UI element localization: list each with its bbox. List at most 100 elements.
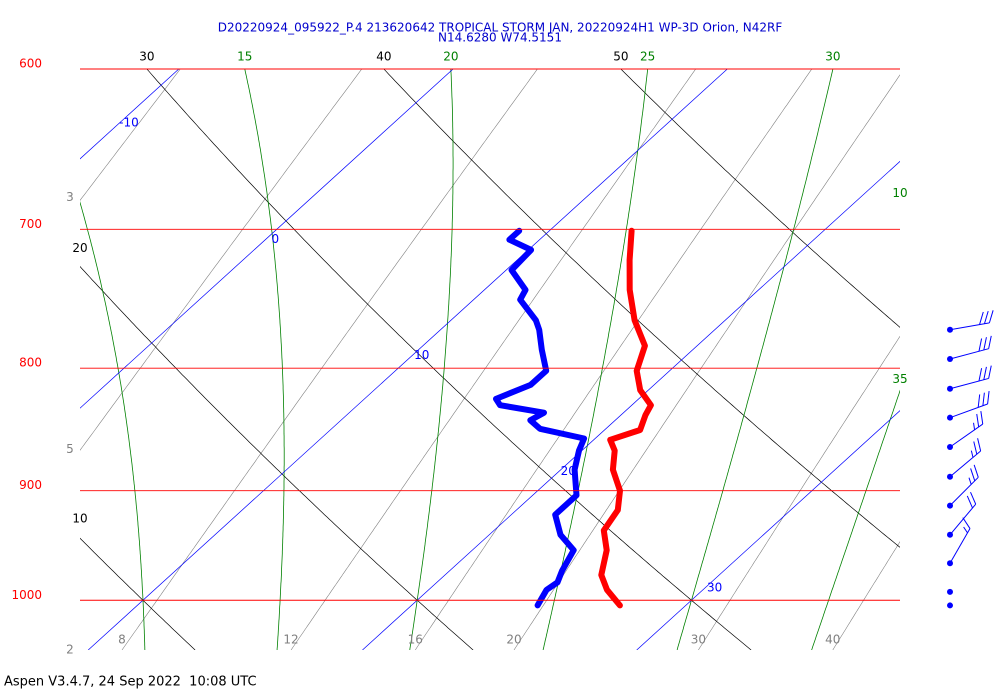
wind-barb-flag <box>970 491 977 505</box>
dry-adiabat-label: 10 <box>72 512 87 526</box>
dry-adiabat <box>383 69 900 548</box>
wind-barb-staff <box>949 377 989 390</box>
dry-adiabat <box>80 537 196 650</box>
moist-adiabat-label: 35 <box>892 372 907 386</box>
isobar-label: 1000 <box>11 588 42 602</box>
wind-barb <box>947 335 992 363</box>
chart-title: D20220924_095922_P.4 213620642 TROPICAL … <box>218 21 783 35</box>
moist-adiabat-label: 20 <box>443 50 458 64</box>
wind-barb-dot <box>947 588 953 595</box>
isotherm-label: 0 <box>272 232 280 246</box>
isotherm <box>636 410 900 650</box>
wind-barb-flag <box>982 392 985 406</box>
isotherm <box>362 160 900 650</box>
moist-adiabat <box>244 69 285 650</box>
wind-barb-flag <box>988 310 994 323</box>
moist-adiabat <box>676 69 834 650</box>
wind-barb <box>947 390 990 421</box>
mixing-ratio-label: 12 <box>283 633 298 647</box>
wind-barb-flag <box>977 438 982 452</box>
mixing-ratio-label: 20 <box>506 633 521 647</box>
dry-adiabat-label: 40 <box>376 50 391 64</box>
wind-barb-staff <box>949 348 989 360</box>
wind-barb-flag <box>976 413 980 428</box>
wind-barb-flag <box>983 366 987 380</box>
mixing-ratio-label: 16 <box>408 633 423 647</box>
isotherm <box>80 69 454 409</box>
wind-barb-flag <box>987 390 990 405</box>
moist-adiabat <box>811 389 900 650</box>
plot-area <box>80 69 900 650</box>
moist-adiabat-label: 25 <box>640 50 655 64</box>
isotherm-label: 30 <box>707 580 722 594</box>
wind-barb-flag <box>973 422 976 430</box>
wind-barb-staff <box>949 476 979 506</box>
wind-barb <box>947 588 953 595</box>
mixing-ratio-label: 3 <box>66 190 74 204</box>
wind-barb-staff <box>949 450 981 478</box>
wind-barb-flag <box>966 495 973 509</box>
wind-barb-flag <box>979 311 984 325</box>
mixing-ratio-line <box>121 69 538 650</box>
moist-adiabat <box>80 201 146 650</box>
dry-adiabat <box>146 69 752 650</box>
wind-barb-flag <box>970 450 974 458</box>
wind-barb-flag <box>978 338 983 352</box>
wind-barb-flag <box>978 368 983 382</box>
moist-adiabat-label: 15 <box>237 50 252 64</box>
isotherm-label: -10 <box>119 116 139 130</box>
profile-line <box>493 227 588 609</box>
wind-barb-staff <box>949 403 988 419</box>
wind-barb-flag <box>973 464 979 478</box>
isobar-label: 900 <box>19 478 42 492</box>
dry-adiabat-label: 20 <box>72 241 87 255</box>
dry-adiabat <box>620 69 900 328</box>
mixing-ratio-line <box>832 541 900 650</box>
wind-barb-flag <box>963 526 968 534</box>
mixing-ratio-line <box>513 74 900 650</box>
wind-barb-flag <box>983 337 987 351</box>
wind-barb-flag <box>968 477 972 485</box>
wind-barb <box>947 310 994 333</box>
mixing-ratio-label: 8 <box>118 633 126 647</box>
mixing-ratio-line <box>80 69 181 201</box>
mixing-ratio-line <box>290 69 696 650</box>
wind-barb <box>947 517 971 567</box>
dry-adiabat-label: 50 <box>613 50 628 64</box>
caption: Aspen V3.4.7, 24 Sep 2022 10:08 UTC <box>4 675 257 690</box>
wind-barb <box>947 411 984 451</box>
wind-barb-flag <box>962 517 971 529</box>
mixing-ratio-label: 5 <box>66 442 74 456</box>
wind-barb-flag <box>973 441 978 455</box>
wind-barb <box>947 365 992 392</box>
isotherm-label: 10 <box>414 348 429 362</box>
wind-barb-staff <box>949 322 990 331</box>
mixing-ratio-line <box>80 69 363 451</box>
wind-barb-staff <box>949 503 977 536</box>
mixing-ratio-label: 40 <box>825 633 840 647</box>
isobar-label: 600 <box>19 57 42 71</box>
wind-barb <box>947 464 979 509</box>
wind-barb <box>947 602 953 609</box>
isotherm-label: 20 <box>561 464 576 478</box>
chart-subtitle: N14.6280 W74.5151 <box>438 31 562 45</box>
dry-adiabat <box>80 265 474 650</box>
wind-barb-dot <box>947 602 953 609</box>
wind-barb-flag <box>983 311 989 324</box>
wind-barb-flag <box>988 365 992 379</box>
wind-barb-staff <box>949 423 984 448</box>
isobar-label: 700 <box>19 217 42 231</box>
profile-line <box>598 227 654 609</box>
dry-adiabat-label: 30 <box>139 50 154 64</box>
moist-adiabat-label: 10 <box>892 186 907 200</box>
mixing-ratio-line <box>415 69 813 650</box>
isotherm <box>87 69 728 650</box>
wind-barb <box>947 438 982 480</box>
wind-barb-flag <box>988 335 992 349</box>
mixing-ratio-label: 2 <box>66 643 74 657</box>
moist-adiabat <box>409 69 454 650</box>
mixing-ratio-line <box>698 335 900 650</box>
wind-barb-flag <box>977 394 981 408</box>
wind-barb-staff <box>949 528 971 564</box>
